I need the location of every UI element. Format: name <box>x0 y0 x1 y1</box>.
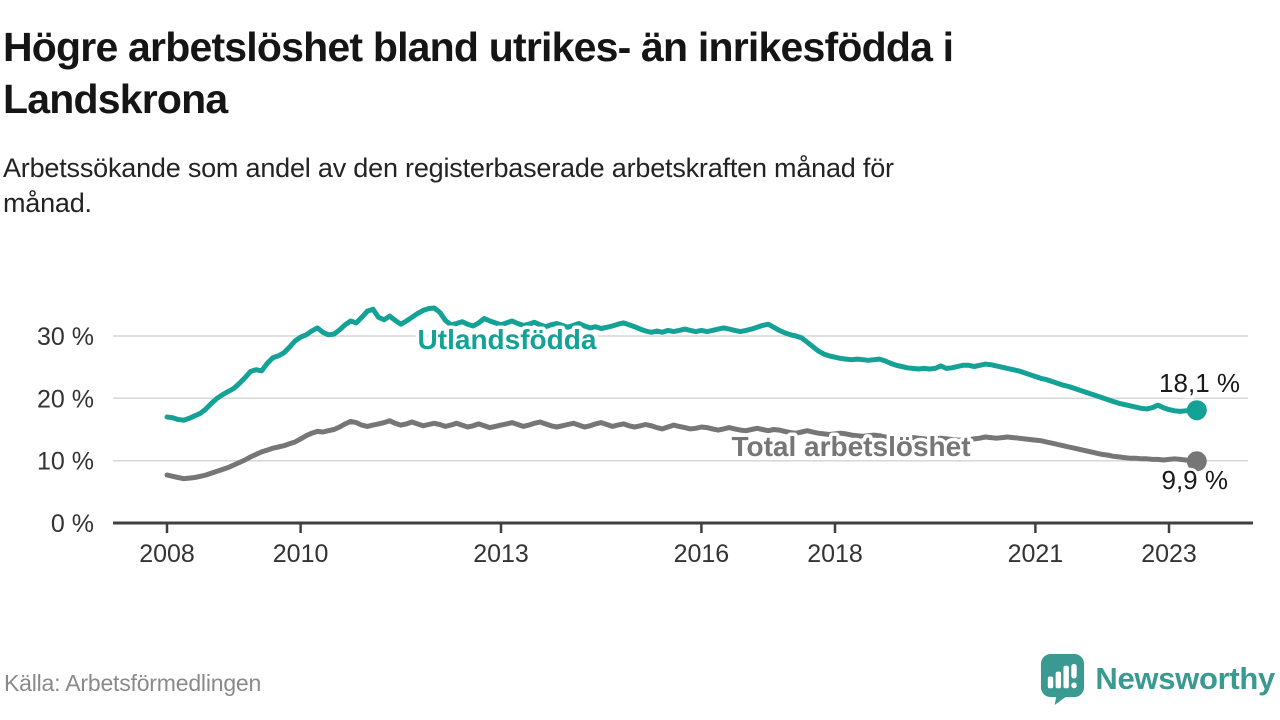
series-line-total-arbetsloshet <box>164 418 1200 482</box>
series-end-dot-total-arbetsloshet <box>1186 451 1207 472</box>
speech-bubble-shape <box>1041 654 1085 705</box>
exclamation-bar <box>1071 663 1078 679</box>
series-end-dot-utlandsfodda <box>1186 400 1207 421</box>
y-tick-label-30: 30 % <box>37 323 94 351</box>
page-title-line-1: Högre arbetslöshet bland utrikes- än inr… <box>3 24 954 70</box>
x-tick-label-2016: 2016 <box>674 540 730 568</box>
bar-large <box>1063 665 1070 689</box>
x-tick-label-2021: 2021 <box>1008 540 1064 568</box>
source-note: Källa: Arbetsförmedlingen <box>4 670 262 696</box>
y-tick-label-0: 0 % <box>51 510 94 538</box>
page-subtitle-line-2: månad. <box>3 188 92 219</box>
bar-medium <box>1056 671 1062 689</box>
x-tick-label-2008: 2008 <box>139 540 195 568</box>
header: Högre arbetslöshet bland utrikes- än inr… <box>3 22 1264 222</box>
x-tick-label-2010: 2010 <box>273 540 329 568</box>
brand-name: Newsworthy <box>1095 660 1275 696</box>
y-tick-label-20: 20 % <box>37 385 94 413</box>
page-subtitle: Arbetssökande som andel av den registerb… <box>3 151 1264 221</box>
brand-logo: Newsworthy <box>1039 652 1275 705</box>
page-title-line-2: Landskrona <box>3 75 228 122</box>
newsworthy-bubble-chart-icon <box>1041 654 1085 705</box>
exclamation-dot <box>1071 682 1078 689</box>
x-tick-label-2013: 2013 <box>473 540 529 568</box>
series-label-total-arbetsloshet: Total arbetslöshet <box>731 431 970 462</box>
bar-small <box>1048 676 1054 689</box>
x-tick-label-2018: 2018 <box>807 540 863 568</box>
y-tick-label-10: 10 % <box>37 448 94 476</box>
page-title: Högre arbetslöshet bland utrikes- än inr… <box>3 22 1264 125</box>
x-tick-label-2023: 2023 <box>1141 540 1197 568</box>
series-end-value-total-arbetsloshet: 9,9 % <box>1162 465 1229 495</box>
series-end-value-utlandsfodda: 18,1 % <box>1159 368 1240 398</box>
series-label-utlandsfodda: Utlandsfödda <box>418 324 597 355</box>
page-subtitle-line-1: Arbetssökande som andel av den registerb… <box>3 153 894 184</box>
series-line-utlandsfodda <box>164 305 1200 423</box>
